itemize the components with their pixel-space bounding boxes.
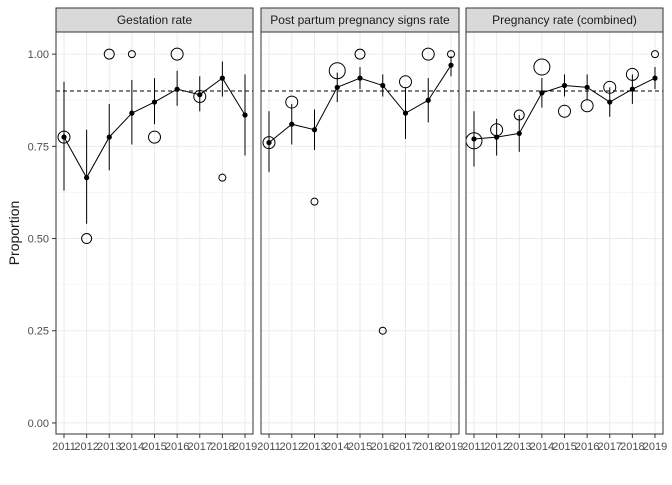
y-axis-label: Proportion [6, 201, 22, 266]
x-tick-label: 2017 [188, 441, 212, 453]
estimate-point [652, 75, 658, 81]
estimate-point [380, 82, 386, 89]
x-tick-label: 2017 [598, 441, 622, 453]
observed-point [399, 75, 412, 89]
observed-point [603, 80, 617, 94]
panel-2: Post partum pregnancy signs rate 20112012… [257, 7, 463, 453]
x-tick-label: 2014 [120, 441, 144, 453]
x-tick-label: 2018 [416, 441, 440, 453]
x-tick-label: 2011 [462, 441, 486, 453]
estimate-point [584, 84, 590, 90]
observed-point [328, 62, 346, 80]
panel-strip [260, 7, 460, 33]
estimate-point [174, 86, 180, 92]
y-tick-label: 0.75 [28, 141, 49, 153]
x-tick-label: 2013 [97, 441, 121, 453]
x-tick-label: 2012 [484, 441, 508, 453]
estimate-point [197, 92, 203, 98]
observed-point [285, 95, 299, 109]
x-tick-label: 2017 [393, 441, 417, 453]
estimate-point [561, 82, 568, 89]
observed-point [580, 99, 594, 113]
panel-strip [465, 7, 664, 33]
estimate-point [425, 97, 431, 103]
x-tick-label: 2016 [165, 441, 189, 453]
x-tick-label: 2014 [325, 441, 349, 453]
estimate-point [106, 134, 112, 140]
x-tick-label: 2012 [280, 441, 304, 453]
estimate-point [539, 90, 545, 96]
x-tick-label: 2015 [552, 441, 576, 453]
observed-point [262, 136, 276, 150]
x-tick-label: 2019 [439, 441, 463, 453]
y-tick-label: 0.25 [28, 326, 49, 338]
estimate-point [629, 86, 635, 92]
estimate-point [151, 99, 158, 105]
x-tick-label: 2011 [52, 441, 76, 453]
x-tick-label: 2014 [530, 441, 554, 453]
observed-point [447, 50, 455, 59]
x-tick-label: 2013 [302, 441, 326, 453]
x-tick-label: 2018 [210, 441, 234, 453]
x-tick-label: 2015 [142, 441, 166, 453]
panel-strip [55, 7, 254, 33]
observed-point [148, 130, 161, 144]
observed-point [378, 326, 387, 335]
x-tick-label: 2011 [257, 441, 281, 453]
estimate-point [311, 127, 318, 133]
observed-point [193, 90, 207, 104]
estimate-point [334, 84, 340, 90]
x-tick-label: 2012 [74, 441, 98, 453]
estimate-point [607, 99, 613, 105]
x-tick-label: 2013 [507, 441, 531, 453]
estimate-point [242, 112, 248, 118]
estimate-point [266, 140, 272, 146]
estimate-point [357, 75, 363, 81]
observed-point [218, 173, 227, 182]
x-tick-label: 2019 [233, 441, 257, 453]
observed-point [533, 58, 551, 76]
y-tick-label: 1.00 [28, 49, 49, 61]
estimate-point [84, 175, 90, 181]
estimate-point [129, 110, 135, 116]
observed-point [651, 50, 659, 59]
x-tick-label: 2018 [620, 441, 644, 453]
estimate-point [448, 62, 454, 68]
x-tick-label: 2016 [371, 441, 395, 453]
x-tick-label: 2019 [643, 441, 667, 453]
estimate-point [61, 134, 67, 140]
observed-point [127, 50, 136, 59]
panel-title: Pregnancy rate (combined) [492, 13, 637, 27]
estimate-point [402, 110, 409, 116]
observed-point [103, 48, 115, 60]
x-tick-label: 2016 [575, 441, 599, 453]
panel-title: Post partum pregnancy signs rate [270, 13, 450, 27]
observed-point [81, 233, 93, 245]
y-tick-label: 0.00 [28, 418, 49, 430]
observed-point [57, 130, 71, 144]
observed-point [513, 109, 525, 121]
estimate-point [516, 130, 522, 137]
panel-title: Gestation rate [117, 13, 193, 27]
estimate-point [289, 121, 295, 127]
estimate-point [471, 136, 477, 142]
panel-1: Gestation rate20112012201320142015201620… [52, 7, 257, 453]
observed-point [421, 47, 435, 61]
observed-point [310, 197, 319, 206]
observed-point [625, 67, 639, 81]
observed-point [354, 48, 366, 60]
observed-point [490, 123, 504, 137]
estimate-point [219, 75, 225, 81]
y-tick-label: 0.50 [28, 234, 49, 246]
x-tick-label: 2015 [348, 441, 372, 453]
observed-point [170, 47, 184, 61]
panel-3: Pregnancy rate (combined)201120122013201… [462, 7, 667, 453]
observed-point [558, 104, 571, 118]
